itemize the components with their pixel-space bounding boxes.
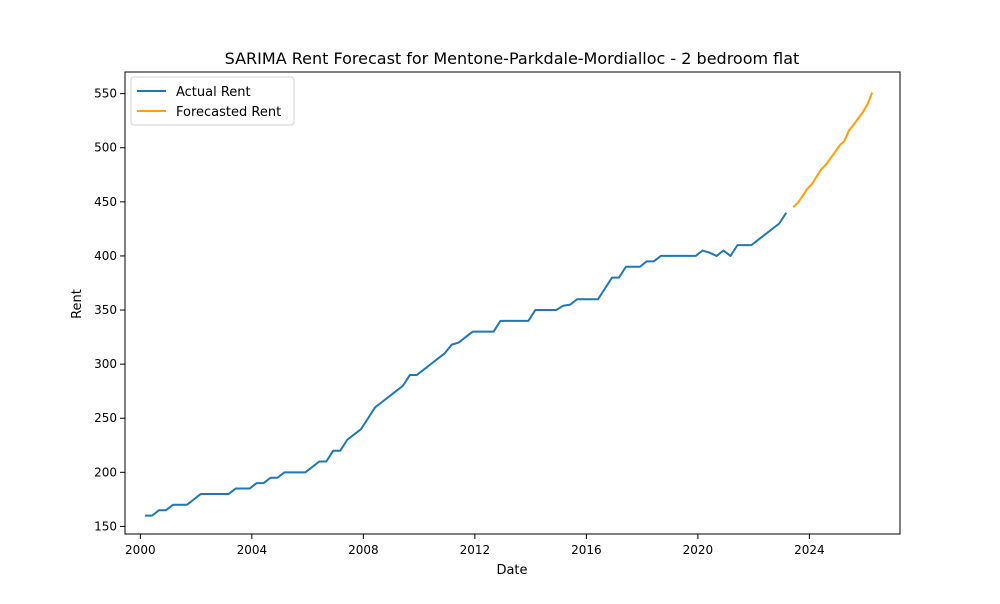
legend-label-actual: Actual Rent [176,85,251,100]
x-axis-label: Date [496,563,527,578]
x-tick-label: 2020 [683,543,714,557]
y-tick-label: 550 [94,87,117,101]
x-tick-label: 2000 [125,543,156,557]
legend-label-forecast: Forecasted Rent [176,105,281,120]
x-axis: 2000 2004 2008 2012 2016 2020 2024 [125,534,825,557]
y-tick-label: 200 [94,465,117,479]
x-tick-label: 2012 [460,543,491,557]
plot-frame [124,71,901,535]
y-tick-label: 400 [94,249,117,263]
legend: Actual Rent Forecasted Rent [130,76,295,126]
series-line-actual [145,212,788,517]
y-tick-label: 350 [94,303,117,317]
x-tick-label: 2016 [571,543,602,557]
series-line-forecast [792,92,874,208]
y-tick-label: 300 [94,357,117,371]
y-tick-label: 500 [94,141,117,155]
x-tick-label: 2008 [348,543,379,557]
y-tick-label: 250 [94,411,117,425]
y-tick-label: 450 [94,195,117,209]
x-tick-label: 2024 [794,543,825,557]
plot-area [124,71,901,535]
chart-title: SARIMA Rent Forecast for Mentone-Parkdal… [225,49,800,68]
legend-box [130,76,295,126]
x-tick-label: 2004 [237,543,268,557]
y-axis-label: Rent [70,289,85,319]
y-axis: 150 200 250 300 350 400 450 500 550 [94,87,125,533]
y-tick-label: 150 [94,519,117,533]
